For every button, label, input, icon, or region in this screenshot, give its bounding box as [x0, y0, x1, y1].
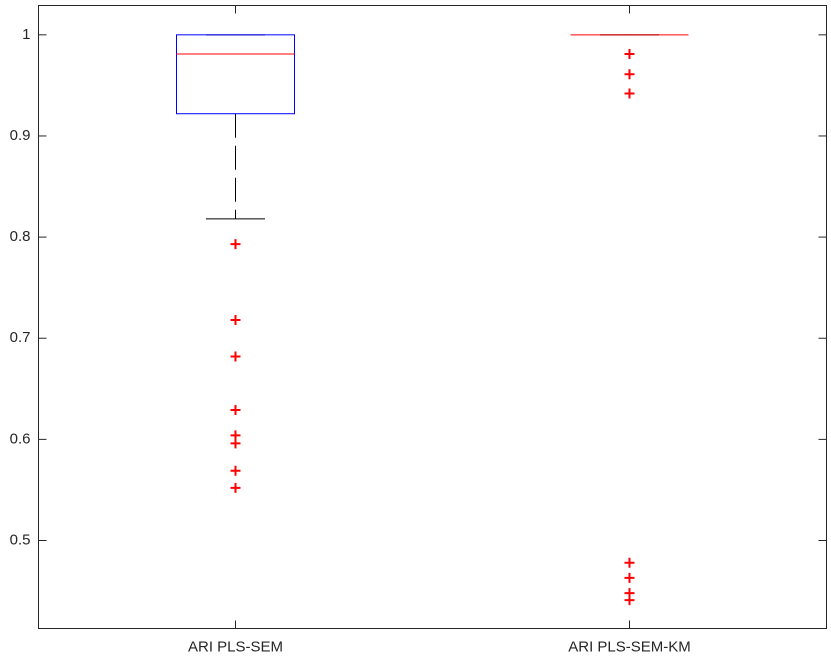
axes-frame	[38, 5, 827, 629]
box	[176, 34, 295, 115]
x-tick-label: ARI PLS-SEM	[188, 638, 283, 655]
outlier	[230, 438, 241, 449]
outlier	[230, 465, 241, 476]
outlier	[624, 557, 635, 568]
y-tick-label: 0.9	[10, 127, 31, 144]
outlier	[624, 88, 635, 99]
outlier	[230, 482, 241, 493]
outlier	[230, 405, 241, 416]
y-tick-label: 0.5	[10, 531, 31, 548]
y-tick-label: 1	[22, 26, 30, 43]
outlier	[230, 351, 241, 362]
outlier	[624, 69, 635, 80]
outlier	[624, 49, 635, 60]
outlier	[624, 595, 635, 606]
x-tick-label: ARI PLS-SEM-KM	[568, 638, 691, 655]
outlier	[230, 239, 241, 250]
y-tick-label: 0.7	[10, 329, 31, 346]
y-tick-label: 0.8	[10, 228, 31, 245]
y-tick-label: 0.6	[10, 430, 31, 447]
outlier	[230, 315, 241, 326]
outlier	[624, 572, 635, 583]
